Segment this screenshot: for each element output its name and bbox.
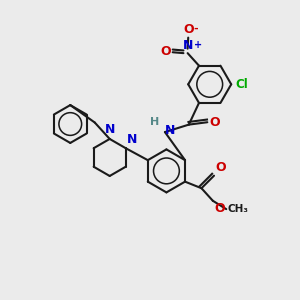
Text: N: N <box>165 124 175 137</box>
Text: Cl: Cl <box>235 78 248 91</box>
Text: -: - <box>194 24 198 34</box>
Text: O: O <box>160 45 171 58</box>
Text: H: H <box>150 117 160 127</box>
Text: N: N <box>183 39 194 52</box>
Text: +: + <box>194 40 202 50</box>
Text: O: O <box>214 202 225 215</box>
Text: O: O <box>183 23 194 36</box>
Text: N: N <box>104 123 115 136</box>
Text: O: O <box>209 116 220 129</box>
Text: CH₃: CH₃ <box>227 204 248 214</box>
Text: O: O <box>215 161 226 175</box>
Text: N: N <box>127 133 138 146</box>
